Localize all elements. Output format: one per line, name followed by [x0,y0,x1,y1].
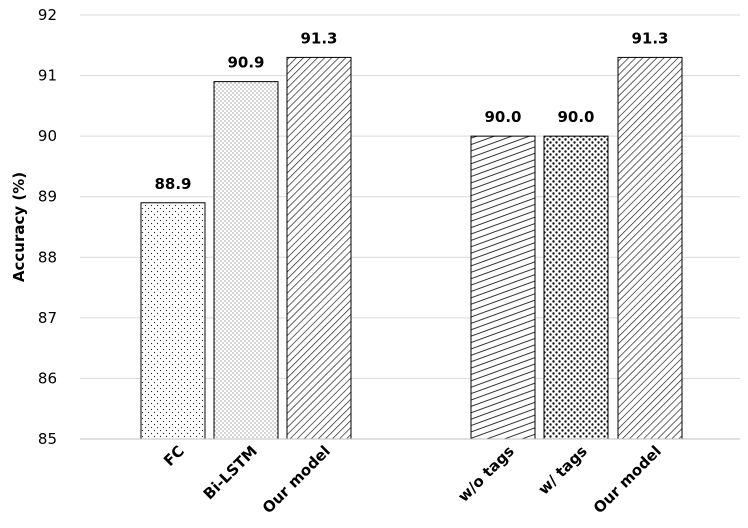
y-tick-label: 92 [38,6,57,24]
bar [617,56,683,440]
y-tick-label: 87 [38,309,57,327]
value-label: 88.9 [154,175,191,193]
value-label: 90.9 [227,54,264,72]
y-tick-label: 86 [38,369,57,387]
bar [543,135,609,440]
bars [140,56,683,440]
category-label: Our model [259,442,334,517]
value-labels: 88.9 90.9 91.3 90.0 90.0 91.3 [154,29,668,192]
category-label: w/o tags [454,442,518,506]
bar [470,135,536,440]
category-label: w/ tags [535,442,591,498]
value-label: 90.0 [557,108,594,126]
y-tick-label: 88 [38,248,57,266]
category-label: Bi-LSTM [200,442,261,503]
value-label: 91.3 [300,29,337,47]
value-label: 91.3 [631,29,668,47]
y-tick-label: 90 [38,127,57,145]
y-tick-label: 91 [38,67,57,85]
y-axis-ticks: 85 86 87 88 89 90 91 92 [38,6,57,448]
category-label: FC [160,442,188,470]
value-label: 90.0 [484,108,521,126]
y-tick-label: 89 [38,188,57,206]
bar [213,81,279,440]
category-label: Our model [590,442,665,517]
bar [286,56,352,440]
y-tick-label: 85 [38,430,57,448]
bar [140,202,206,440]
y-axis-title: Accuracy (%) [10,172,28,282]
